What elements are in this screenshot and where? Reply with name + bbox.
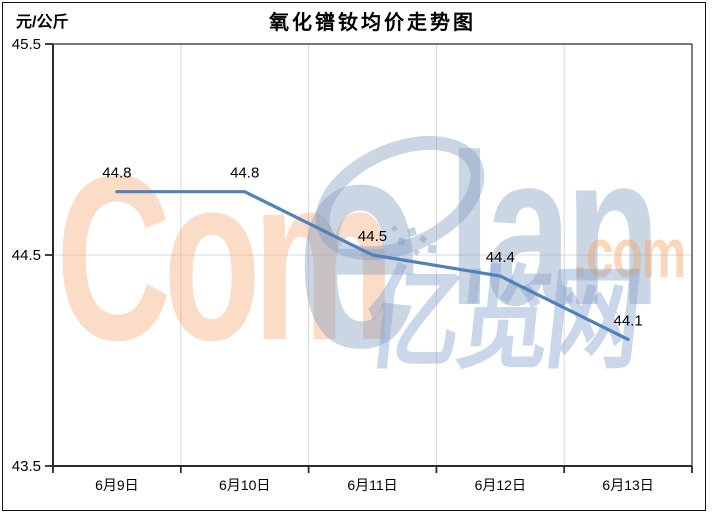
data-point-label: 44.4 (486, 249, 515, 266)
x-tick-label: 6月12日 (475, 477, 526, 493)
data-point-label: 44.1 (613, 312, 642, 329)
x-tick-label: 6月9日 (95, 477, 139, 493)
y-tick-label: 43.5 (12, 458, 41, 475)
y-tick-label: 44.5 (12, 247, 41, 264)
x-tick-label: 6月10日 (219, 477, 270, 493)
data-point-label: 44.8 (102, 165, 131, 182)
chart-title: 氧化镨钕均价走势图 (269, 12, 476, 34)
y-tick-label: 45.5 (12, 36, 41, 53)
data-point-label: 44.5 (358, 228, 387, 245)
y-axis-unit-label: 元/公斤 (16, 14, 69, 31)
data-point-label: 44.8 (230, 165, 259, 182)
x-tick-label: 6月11日 (347, 477, 397, 493)
x-tick-label: 6月13日 (602, 477, 653, 493)
price-series-line (115, 190, 630, 341)
